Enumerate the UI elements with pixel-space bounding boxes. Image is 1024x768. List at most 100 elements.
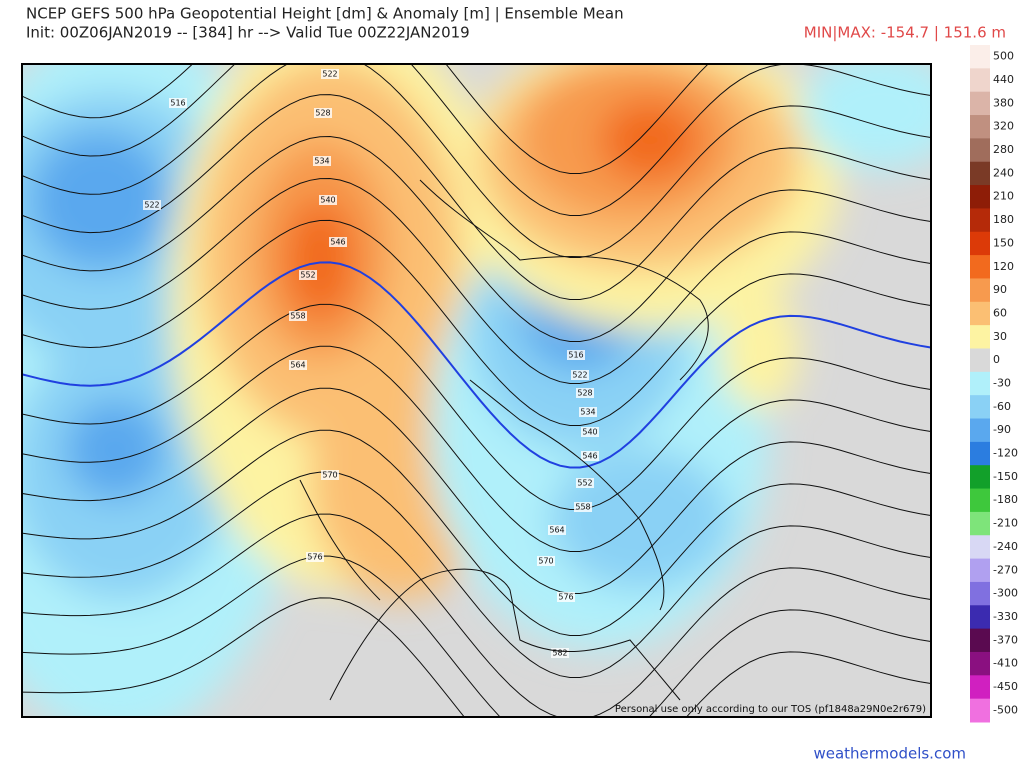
colorbar-swatch xyxy=(970,91,990,116)
contour-line xyxy=(22,64,709,174)
contour-label: 540 xyxy=(320,196,335,205)
contour-label-bg xyxy=(579,407,597,417)
contour-label: 564 xyxy=(549,526,564,535)
colorbar-label: 380 xyxy=(993,96,1014,109)
colorbar-swatch xyxy=(970,68,990,93)
contour-label: 570 xyxy=(322,471,337,480)
contour-label: 552 xyxy=(300,271,315,280)
contour-label: 522 xyxy=(144,201,159,210)
colorbar-label: -330 xyxy=(993,610,1018,623)
colorbar-label: -210 xyxy=(993,517,1018,530)
colorbar-swatch xyxy=(970,371,990,396)
contour-label-bg xyxy=(299,270,317,280)
tos-note: Personal use only according to our TOS (… xyxy=(615,704,926,715)
contour-line xyxy=(22,345,931,552)
contour-label: 522 xyxy=(322,70,337,79)
colorbar-label: 120 xyxy=(993,260,1014,273)
colorbar-swatch xyxy=(970,535,990,560)
colorbar-label: 280 xyxy=(993,143,1014,156)
colorbar-swatch xyxy=(970,185,990,209)
colorbar: 500 440 380 320 280 240 210 180 150 120 90 60 30 0 -30… xyxy=(970,45,1018,723)
contour-label-bg xyxy=(581,451,599,461)
colorbar-swatch xyxy=(970,651,990,676)
contour-label: 552 xyxy=(577,479,592,488)
contour-label-bg xyxy=(567,350,585,360)
colorbar-label: -270 xyxy=(993,563,1018,576)
contour-label: 516 xyxy=(170,99,185,108)
colorbar-label: -300 xyxy=(993,587,1018,600)
contour-label: 576 xyxy=(558,593,573,602)
map-frame xyxy=(21,63,932,718)
contour-line xyxy=(22,597,931,717)
colorbar-label: -180 xyxy=(993,493,1018,506)
colorbar-label: -240 xyxy=(993,540,1018,553)
contour-line xyxy=(22,471,931,678)
map: 522 516 528 534 522 540 546 552 558 564 570 576 582 5… xyxy=(22,64,931,717)
contour-label: 546 xyxy=(330,238,345,247)
contour-label-bg xyxy=(321,69,339,79)
contour-line xyxy=(22,64,931,258)
contour-label: 522 xyxy=(572,371,587,380)
contour-label-bg xyxy=(319,195,337,205)
colorbar-label: 60 xyxy=(993,306,1007,319)
contour-label-bg xyxy=(321,470,339,480)
colorbar-swatch xyxy=(970,348,990,373)
colorbar-label: 0 xyxy=(993,353,1000,366)
colorbar-label: -90 xyxy=(993,423,1011,436)
colorbar-swatch xyxy=(970,628,990,653)
colorbar-label: -410 xyxy=(993,657,1018,670)
colorbar-swatch xyxy=(970,301,990,326)
colorbar-swatch xyxy=(970,208,990,233)
contour-label-bg xyxy=(537,556,555,566)
contour-label: 558 xyxy=(290,312,305,321)
colorbar-swatch xyxy=(970,558,990,583)
contour-label: 558 xyxy=(575,503,590,512)
colorbar-swatch xyxy=(970,325,990,349)
colorbar-label: 320 xyxy=(993,120,1014,133)
title: NCEP GEFS 500 hPa Geopotential Height [d… xyxy=(26,5,624,23)
colorbar-swatch xyxy=(970,255,990,279)
subtitle: Init: 00Z06JAN2019 -- [384] hr --> Valid… xyxy=(26,24,470,42)
contour-label: 534 xyxy=(314,157,329,166)
colorbar-swatch xyxy=(970,698,990,723)
colorbar-label: 500 xyxy=(993,50,1014,63)
contour-label: 564 xyxy=(290,361,305,370)
contour-label: 534 xyxy=(580,408,595,417)
colorbar-swatch xyxy=(970,115,990,139)
colorbar-swatch xyxy=(970,441,990,466)
colorbar-label: 30 xyxy=(993,330,1007,343)
colorbar-label: -120 xyxy=(993,447,1018,460)
colorbar-label: 150 xyxy=(993,236,1014,249)
colorbar-swatch xyxy=(970,45,990,69)
contour-line xyxy=(22,513,931,717)
contour-label-bg xyxy=(551,648,569,658)
colorbar-label: -150 xyxy=(993,470,1018,483)
contour-label-bg xyxy=(169,98,187,108)
colorbar-swatch xyxy=(970,278,990,303)
contour-label: 528 xyxy=(577,389,592,398)
contour-line xyxy=(22,219,931,426)
coastline xyxy=(299,179,709,611)
colorbar-label: -30 xyxy=(993,377,1011,390)
contour-label: 516 xyxy=(568,351,583,360)
colorbar-label: 440 xyxy=(993,73,1014,86)
colorbar-label: -500 xyxy=(993,703,1018,716)
contour-label: 576 xyxy=(307,553,322,562)
colorbar-label: 210 xyxy=(993,190,1014,203)
contour-label-bg xyxy=(313,156,331,166)
site: weathermodels.com xyxy=(813,745,966,763)
contour-label: 546 xyxy=(582,452,597,461)
contour-label: 582 xyxy=(552,649,567,658)
contour-label-bg xyxy=(581,427,599,437)
colorbar-swatch xyxy=(970,605,990,630)
colorbar-swatch xyxy=(970,138,990,163)
contour-label-bg xyxy=(314,108,332,118)
min-max: MIN|MAX: -154.7 | 151.6 m xyxy=(804,24,1006,42)
contour-line xyxy=(22,429,931,636)
colorbar-label: -60 xyxy=(993,400,1011,413)
contour-label-bg xyxy=(329,237,347,247)
colorbar-swatch xyxy=(970,418,990,443)
contour-label-bg xyxy=(289,311,307,321)
colorbar-label: 90 xyxy=(993,283,1007,296)
